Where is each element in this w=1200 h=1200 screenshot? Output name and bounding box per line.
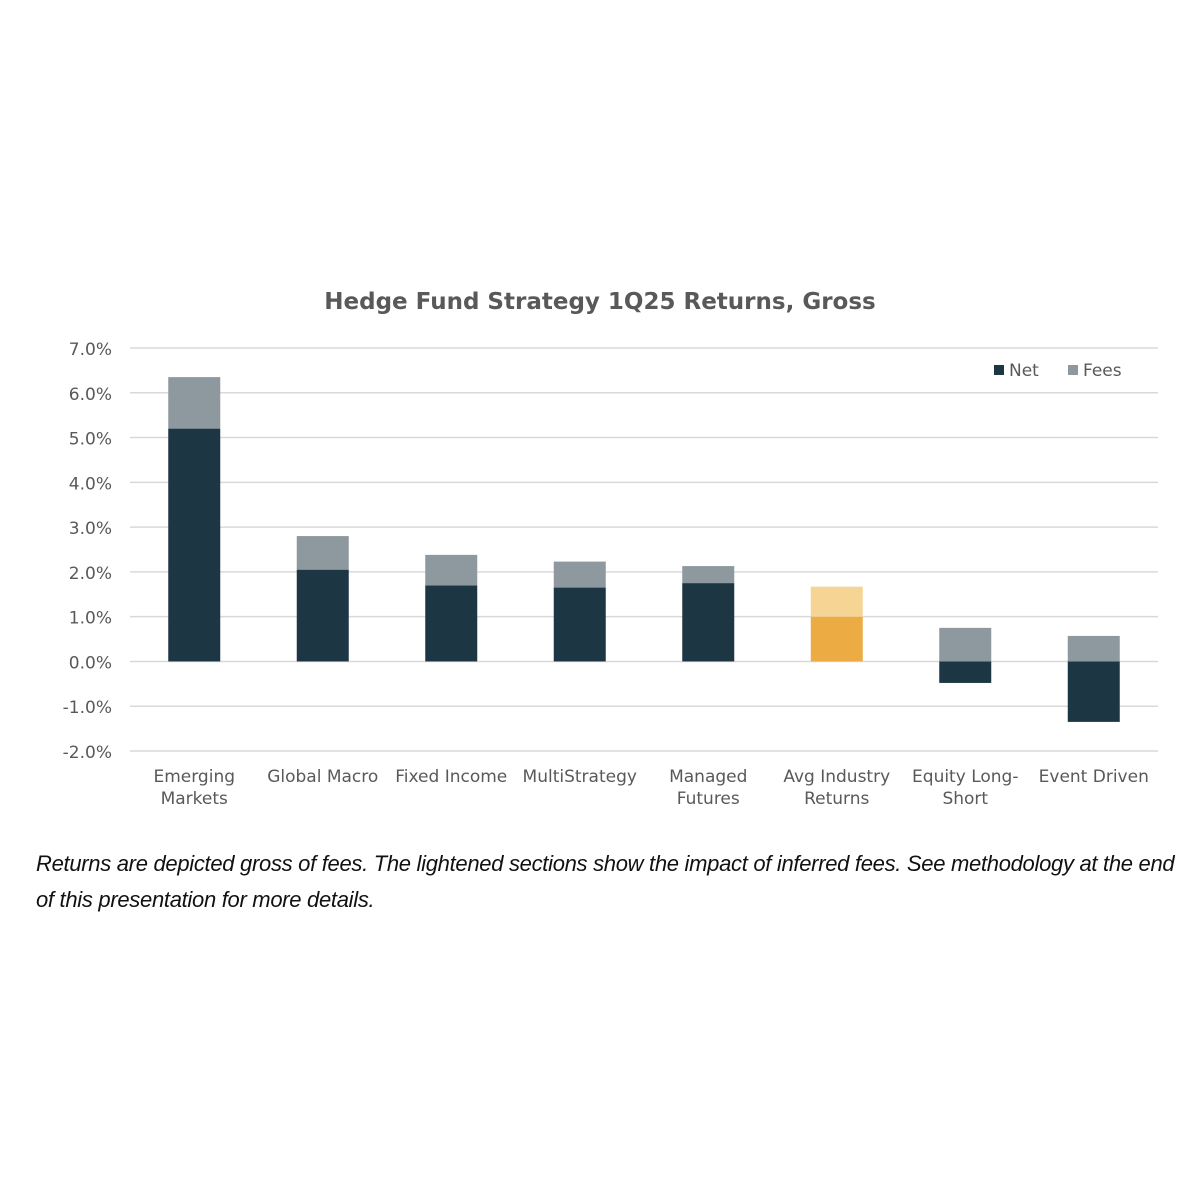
y-tick-label: 1.0% <box>69 609 112 629</box>
y-axis-tick-labels: -2.0% -1.0% 0.0% 1.0% 2.0% 3.0% 4.0% 5.0% 6.0% 7.… <box>63 340 112 763</box>
legend-swatch <box>1068 365 1078 375</box>
y-tick-label: -1.0% <box>63 698 112 718</box>
x-category-label: Markets <box>161 789 228 809</box>
bar-fees <box>296 536 349 570</box>
y-tick-label: -2.0% <box>63 743 112 763</box>
chart-title: Hedge Fund Strategy 1Q25 Returns, Gross <box>324 289 875 315</box>
legend-label: Net <box>1009 361 1039 381</box>
bar-net <box>810 616 863 662</box>
bar-net <box>425 585 478 662</box>
bar-net <box>553 587 606 662</box>
bar-fees <box>1067 635 1120 662</box>
bar-net <box>682 583 735 662</box>
bar-fees <box>553 561 606 588</box>
x-category-label: Avg Industry <box>783 767 890 787</box>
y-tick-label: 6.0% <box>69 385 112 405</box>
x-category-label: Emerging <box>153 767 235 787</box>
x-category-label: Short <box>942 789 988 809</box>
y-tick-label: 5.0% <box>69 430 112 450</box>
bar-fees <box>425 554 478 586</box>
bar-fees <box>682 566 735 584</box>
y-tick-label: 0.0% <box>69 653 112 673</box>
y-tick-label: 3.0% <box>69 519 112 539</box>
y-tick-label: 4.0% <box>69 474 112 494</box>
x-category-label: Event Driven <box>1039 767 1149 787</box>
x-category-label: Managed <box>669 767 747 787</box>
bar-net <box>168 428 221 662</box>
y-tick-label: 7.0% <box>69 340 112 360</box>
y-tick-label: 2.0% <box>69 564 112 584</box>
legend-label: Fees <box>1083 361 1122 381</box>
bars <box>168 377 1120 722</box>
x-category-label: Equity Long- <box>912 767 1018 787</box>
x-category-label: Global Macro <box>267 767 378 787</box>
x-category-label: Fixed Income <box>395 767 507 787</box>
gridlines <box>130 347 1158 752</box>
bar-net <box>1067 661 1120 722</box>
hedge-fund-returns-chart: Hedge Fund Strategy 1Q25 Returns, Gross … <box>63 289 1158 809</box>
legend: Net Fees <box>994 361 1122 381</box>
bar-net <box>296 569 349 662</box>
chart-caption: Returns are depicted gross of fees. The … <box>36 851 1175 912</box>
bar-net <box>939 661 992 683</box>
bar-fees <box>168 377 221 429</box>
x-category-label: Futures <box>677 789 740 809</box>
bar-fees <box>810 586 863 617</box>
legend-swatch <box>994 365 1004 375</box>
x-category-label: Returns <box>804 789 869 809</box>
x-category-label: MultiStrategy <box>523 767 637 787</box>
bar-fees <box>939 627 992 662</box>
